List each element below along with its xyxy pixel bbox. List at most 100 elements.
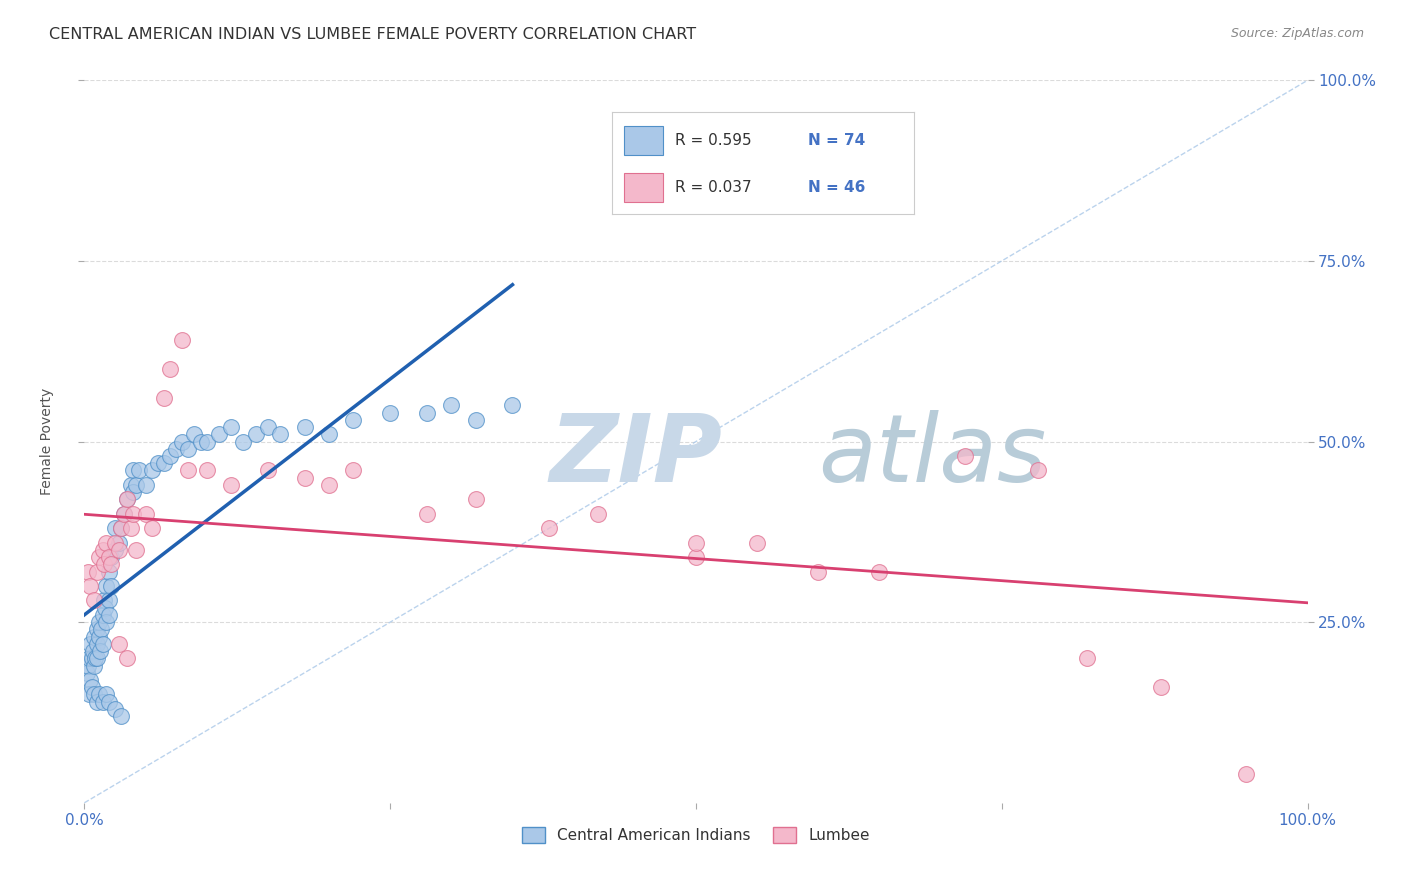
Point [125, 542, 148, 557]
Point [538, 521, 561, 535]
Point [110, 709, 132, 723]
Point [112, 507, 135, 521]
Point [96, 615, 118, 630]
Point [416, 507, 439, 521]
Point [93, 558, 115, 572]
Point [104, 702, 127, 716]
Point [110, 521, 132, 535]
Point [91, 637, 114, 651]
Point [86, 623, 108, 637]
Point [153, 456, 176, 470]
Point [195, 463, 218, 477]
Text: N = 46: N = 46 [808, 180, 866, 195]
Point [586, 507, 609, 521]
Point [86, 651, 108, 665]
Point [342, 413, 364, 427]
Text: R = 0.595: R = 0.595 [675, 133, 752, 148]
Point [87, 630, 110, 644]
Point [79, 673, 101, 687]
Point [294, 420, 316, 434]
Point [80, 651, 103, 665]
Point [89, 644, 111, 658]
Point [97, 565, 120, 579]
Point [122, 485, 145, 500]
Point [115, 492, 138, 507]
Point [159, 362, 181, 376]
Point [165, 442, 187, 456]
Point [80, 680, 103, 694]
Bar [624, 126, 664, 154]
Point [342, 463, 364, 477]
Point [190, 434, 212, 449]
Point [97, 607, 120, 622]
Point [122, 507, 145, 521]
Point [172, 434, 194, 449]
Point [87, 550, 110, 565]
Point [107, 542, 129, 557]
Point [440, 398, 463, 412]
Bar [624, 173, 664, 202]
Point [464, 492, 486, 507]
Text: N = 74: N = 74 [808, 133, 865, 148]
Point [159, 449, 181, 463]
Point [107, 637, 129, 651]
Point [141, 521, 163, 535]
Point [172, 334, 194, 348]
Point [380, 406, 402, 420]
Point [84, 651, 107, 665]
Point [685, 550, 707, 565]
Point [96, 579, 118, 593]
Point [146, 456, 169, 470]
Point [125, 478, 148, 492]
Point [1236, 767, 1258, 781]
Point [747, 535, 769, 549]
Point [195, 434, 218, 449]
Point [257, 463, 280, 477]
Text: Source: ZipAtlas.com: Source: ZipAtlas.com [1230, 27, 1364, 40]
Point [219, 420, 242, 434]
Point [79, 637, 101, 651]
Point [219, 478, 242, 492]
Point [82, 644, 104, 658]
Point [79, 579, 101, 593]
Point [1150, 680, 1173, 694]
Point [97, 593, 120, 607]
Point [77, 651, 100, 665]
Point [1028, 463, 1050, 477]
Point [502, 398, 524, 412]
Point [86, 695, 108, 709]
Point [122, 463, 145, 477]
Point [91, 695, 114, 709]
Point [232, 434, 254, 449]
Point [112, 507, 135, 521]
Point [120, 478, 142, 492]
Point [135, 507, 157, 521]
Point [104, 542, 127, 557]
Point [83, 658, 105, 673]
Point [86, 565, 108, 579]
Point [128, 463, 150, 477]
Point [104, 521, 127, 535]
Text: atlas: atlas [818, 410, 1046, 501]
Point [83, 630, 105, 644]
Point [104, 535, 127, 549]
Legend: Central American Indians, Lumbee: Central American Indians, Lumbee [516, 822, 876, 849]
Point [685, 535, 707, 549]
Point [294, 470, 316, 484]
Point [153, 391, 176, 405]
Point [141, 463, 163, 477]
Point [83, 593, 105, 607]
Point [96, 535, 118, 549]
Point [94, 600, 117, 615]
Point [87, 615, 110, 630]
Point [177, 463, 200, 477]
Y-axis label: Female Poverty: Female Poverty [39, 388, 53, 495]
Point [77, 565, 100, 579]
Point [77, 658, 100, 673]
Point [93, 593, 115, 607]
Point [318, 478, 340, 492]
Point [107, 535, 129, 549]
Point [100, 579, 122, 593]
Point [953, 449, 976, 463]
Point [77, 687, 100, 701]
